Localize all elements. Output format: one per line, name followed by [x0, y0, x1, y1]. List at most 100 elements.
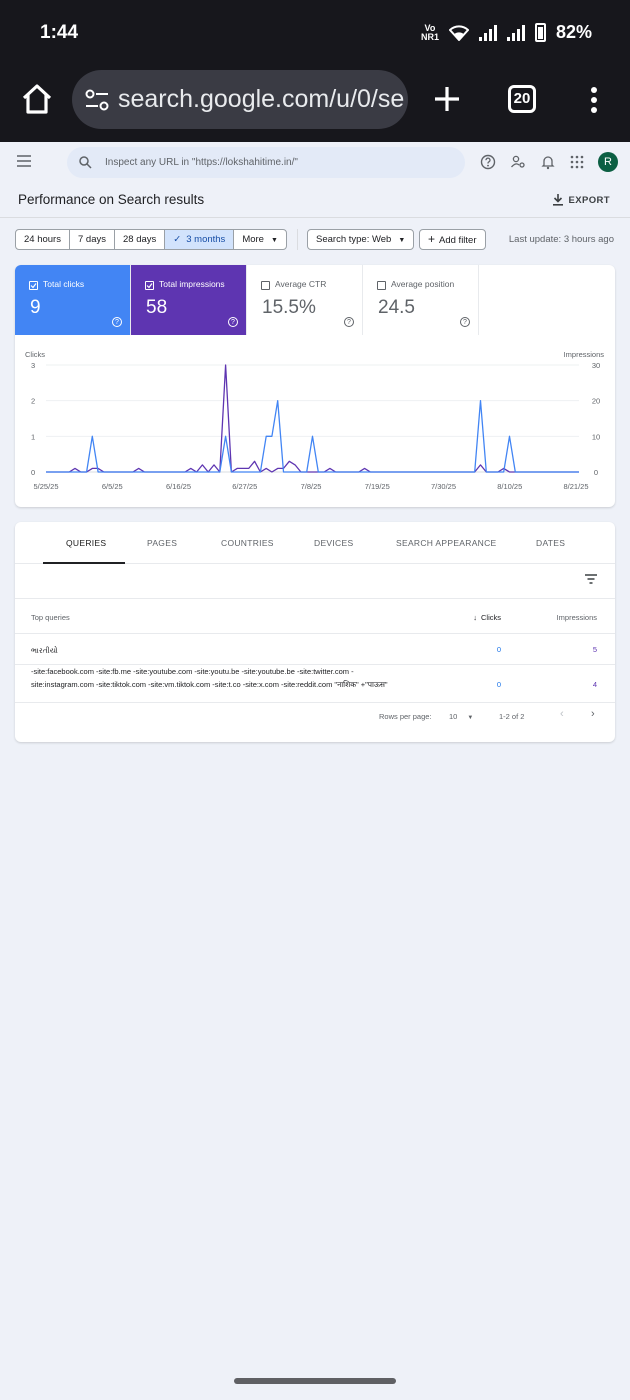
- date-range-7d[interactable]: 7 days: [68, 229, 115, 250]
- rows-per-page-label: Rows per page:: [379, 712, 432, 721]
- gesture-bar: [234, 1378, 396, 1384]
- metric-value: 15.5%: [262, 297, 316, 318]
- menu-icon[interactable]: [16, 154, 32, 168]
- tab-devices[interactable]: DEVICES: [314, 538, 354, 548]
- help-icon[interactable]: ?: [112, 317, 122, 327]
- right-tick-label: 20: [592, 397, 600, 406]
- search-type-dropdown[interactable]: Search type: Web ▼: [307, 229, 415, 250]
- checkbox-checked-icon: [145, 281, 154, 290]
- page-title: Performance on Search results: [18, 192, 205, 207]
- next-page-icon[interactable]: ›: [591, 708, 595, 720]
- download-icon: [552, 194, 563, 206]
- report-tabs: QUERIES PAGES COUNTRIES DEVICES SEARCH A…: [15, 522, 615, 564]
- add-filter-button[interactable]: + Add filter: [419, 229, 486, 250]
- right-axis-title: Impressions: [564, 350, 605, 359]
- search-console-header: Inspect any URL in "https://lokshahitime…: [0, 142, 630, 184]
- date-range-24h[interactable]: 24 hours: [15, 229, 70, 250]
- help-icon[interactable]: ?: [228, 317, 238, 327]
- home-icon[interactable]: [20, 82, 54, 116]
- metric-average-position[interactable]: Average position 24.5 ?: [363, 265, 479, 335]
- x-tick-label: 6/5/25: [102, 482, 123, 491]
- help-icon[interactable]: ?: [460, 317, 470, 327]
- metric-value: 58: [146, 297, 168, 318]
- metric-total-impressions[interactable]: Total impressions 58 ?: [131, 265, 247, 335]
- x-tick-label: 5/25/25: [33, 482, 58, 491]
- rows-per-page-select[interactable]: 10 ▼: [449, 712, 473, 721]
- column-header-clicks[interactable]: ↓ Clicks: [473, 613, 501, 622]
- rows-per-page-value: 10: [449, 712, 458, 721]
- sort-arrow-icon: ↓: [473, 613, 477, 622]
- caret-down-icon: ▼: [398, 237, 406, 244]
- add-filter-label: Add filter: [439, 235, 477, 246]
- date-range-more[interactable]: More ▼: [233, 229, 287, 250]
- help-icon[interactable]: [480, 154, 496, 170]
- x-tick-label: 7/8/25: [301, 482, 322, 491]
- signal-icon-2: [506, 24, 525, 41]
- tab-countries[interactable]: COUNTRIES: [221, 538, 274, 548]
- wifi-icon: [448, 24, 469, 41]
- apps-grid-icon[interactable]: [569, 154, 585, 170]
- tab-search-appearance[interactable]: SEARCH APPEARANCE: [396, 538, 497, 548]
- tab-queries[interactable]: QUERIES: [66, 538, 107, 548]
- help-icon[interactable]: ?: [344, 317, 354, 327]
- new-tab-icon[interactable]: [432, 84, 462, 114]
- metric-value: 24.5: [378, 297, 415, 318]
- x-tick-label: 6/16/25: [166, 482, 191, 491]
- date-range-28d[interactable]: 28 days: [113, 229, 166, 250]
- prev-page-icon[interactable]: ‹: [560, 708, 564, 720]
- active-tab-indicator: [43, 562, 125, 564]
- tab-pages[interactable]: PAGES: [147, 538, 178, 548]
- date-range-selector: 24 hours 7 days 28 days ✓ 3 months More ▼: [15, 229, 287, 250]
- query-text: -site:facebook.com -site:fb.me -site:you…: [31, 667, 388, 689]
- metric-label: Total impressions: [159, 279, 225, 289]
- date-range-3m[interactable]: ✓ 3 months: [164, 229, 235, 250]
- performance-card: Total clicks 9 ? Total impressions 58 ? …: [15, 265, 615, 507]
- right-tick-label: 30: [592, 361, 600, 370]
- left-tick-label: 3: [31, 361, 35, 370]
- metric-total-clicks[interactable]: Total clicks 9 ?: [15, 265, 131, 335]
- query-impressions: 4: [592, 680, 597, 689]
- plus-icon: +: [428, 232, 436, 246]
- browser-toolbar: search.google.com/u/0/se 20: [0, 66, 630, 142]
- table-row[interactable]: -site:facebook.com -site:fb.me -site:you…: [15, 665, 615, 703]
- tab-dates[interactable]: DATES: [536, 538, 566, 548]
- account-avatar[interactable]: R: [598, 152, 618, 172]
- column-header-impressions[interactable]: Impressions: [556, 613, 597, 622]
- filter-rows-icon[interactable]: [584, 574, 598, 584]
- metric-label: Total clicks: [43, 279, 85, 289]
- network-type-label: Vo NR1: [420, 22, 439, 42]
- left-tick-label: 0: [31, 468, 35, 477]
- date-range-more-label: More: [242, 234, 264, 245]
- url-inspect-input[interactable]: Inspect any URL in "https://lokshahitime…: [67, 147, 465, 178]
- x-tick-label: 8/10/25: [497, 482, 522, 491]
- checkbox-unchecked-icon: [377, 281, 386, 290]
- site-settings-icon[interactable]: [84, 87, 110, 113]
- metric-average-ctr[interactable]: Average CTR 15.5% ?: [247, 265, 363, 335]
- page-range: 1-2 of 2: [499, 712, 525, 721]
- metric-label: Average CTR: [275, 279, 327, 289]
- left-axis-title: Clicks: [25, 350, 45, 359]
- export-label: EXPORT: [568, 194, 610, 206]
- query-impressions: 5: [592, 645, 597, 654]
- url-bar[interactable]: search.google.com/u/0/se: [72, 70, 408, 129]
- column-header-query[interactable]: Top queries: [31, 613, 70, 622]
- search-icon: [79, 156, 92, 169]
- settings-users-icon[interactable]: [510, 154, 526, 170]
- export-button[interactable]: EXPORT: [552, 194, 610, 206]
- search-type-label: Search type: Web: [316, 234, 392, 245]
- left-tick-label: 1: [31, 432, 35, 441]
- status-bar: 1:44 Vo NR1 82%: [0, 0, 630, 66]
- query-text: ભારતીયો: [31, 646, 58, 655]
- table-row[interactable]: ભારતીયો 0 5: [15, 634, 615, 665]
- right-tick-label: 0: [594, 468, 598, 477]
- notifications-icon[interactable]: [540, 154, 556, 170]
- performance-chart: Clicks Impressions 3 30 2 20 1 10 0 0 5/25/25 6/5/2…: [25, 350, 605, 491]
- caret-down-icon: ▼: [270, 237, 278, 244]
- battery-percent: 82%: [555, 22, 592, 42]
- query-clicks: 0: [496, 645, 501, 654]
- tab-switcher-button[interactable]: 20: [508, 85, 536, 113]
- more-options-icon[interactable]: [588, 86, 600, 114]
- right-tick-label: 10: [592, 432, 600, 441]
- x-tick-label: 7/30/25: [431, 482, 456, 491]
- metric-label: Average position: [391, 279, 455, 289]
